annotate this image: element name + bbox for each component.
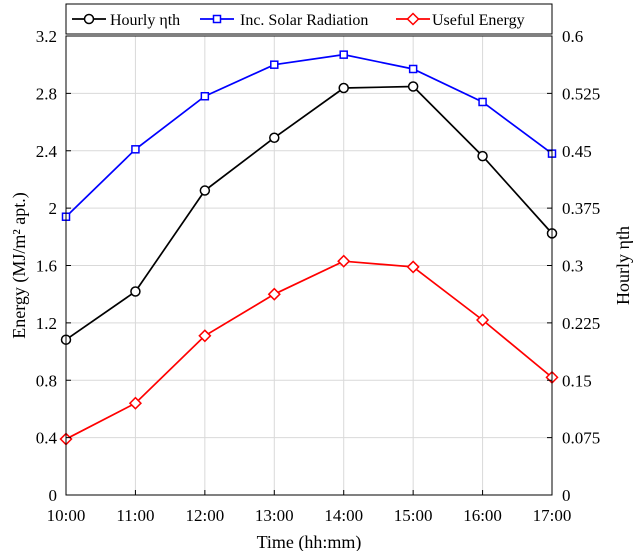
legend: Hourly ηth Inc. Solar Radiation Useful Ene… — [65, 3, 553, 35]
legend-entry-1: Inc. Solar Radiation — [200, 12, 368, 29]
x-tick-label: 14:00 — [324, 506, 363, 525]
x-axis-ticks: 10:00 11:00 12:00 13:00 14:00 15:00 16:00 17:00 — [47, 490, 572, 525]
left-tick-label: 2.4 — [36, 142, 58, 161]
data-point-diamond — [406, 260, 420, 274]
x-tick-label: 12:00 — [185, 506, 224, 525]
right-tick-label: 0.15 — [562, 371, 592, 390]
data-point-square — [339, 50, 348, 59]
legend-entry-0: Hourly ηth — [72, 12, 180, 29]
legend-label: Hourly ηth — [110, 12, 180, 29]
series-line — [65, 260, 553, 440]
left-tick-label: 1.6 — [36, 257, 57, 276]
x-tick-label: 15:00 — [394, 506, 433, 525]
left-tick-label: 3.2 — [36, 27, 57, 46]
data-point-circle — [477, 150, 488, 162]
data-point-circle — [83, 13, 95, 25]
right-axis-ticks: 0 0.075 0.15 0.225 0.3 0.375 0.45 0.525 0.6 — [547, 27, 600, 505]
right-tick-label: 0.375 — [562, 199, 600, 218]
series-line — [65, 85, 553, 341]
data-point-diamond — [128, 396, 142, 410]
x-tick-label: 16:00 — [463, 506, 502, 525]
left-tick-label: 0.8 — [36, 371, 57, 390]
series-line — [65, 53, 553, 218]
data-point-diamond — [267, 287, 281, 301]
right-tick-label: 0 — [562, 486, 571, 505]
right-tick-label: 0.075 — [562, 429, 600, 448]
x-axis-title: Time (hh:mm) — [257, 532, 362, 551]
right-y-axis-title: Hourly ηth — [613, 226, 633, 305]
left-y-axis-title: Energy (MJ/m² apt.) — [9, 192, 30, 339]
right-tick-label: 0.525 — [562, 84, 600, 103]
data-point-circle — [269, 132, 280, 143]
right-tick-label: 0.45 — [562, 142, 592, 161]
data-point-diamond — [406, 12, 420, 26]
data-point-square — [212, 14, 222, 24]
data-point-circle — [407, 81, 419, 92]
data-point-square — [200, 91, 210, 101]
right-tick-label: 0.3 — [562, 257, 583, 276]
x-tick-label: 13:00 — [255, 506, 294, 525]
left-tick-label: 1.2 — [36, 314, 57, 333]
data-point-diamond — [476, 313, 490, 327]
series-2 — [59, 254, 559, 446]
left-tick-label: 2.8 — [36, 84, 57, 103]
legend-box — [65, 3, 553, 35]
data-point-circle — [130, 286, 141, 297]
right-tick-label: 0.6 — [562, 27, 583, 46]
series-layer — [59, 50, 559, 446]
x-tick-label: 10:00 — [47, 506, 86, 525]
left-tick-label: 2 — [49, 199, 58, 218]
series-1 — [61, 50, 557, 221]
data-point-circle — [338, 82, 349, 94]
data-point-circle — [199, 185, 211, 196]
data-point-square — [478, 97, 487, 107]
x-tick-label: 11:00 — [116, 506, 154, 525]
legend-entry-2: Useful Energy — [396, 12, 525, 29]
legend-label: Inc. Solar Radiation — [240, 12, 368, 29]
x-tick-label: 17:00 — [533, 506, 572, 525]
left-tick-label: 0.4 — [36, 429, 58, 448]
left-axis-ticks: 0 0.4 0.8 1.2 1.6 2 2.4 2.8 3.2 — [36, 27, 71, 505]
data-point-diamond — [337, 254, 351, 268]
grid-lines — [66, 36, 552, 495]
data-point-square — [131, 145, 140, 154]
right-tick-label: 0.225 — [562, 314, 600, 333]
legend-label: Useful Energy — [432, 12, 525, 29]
data-point-square — [270, 60, 279, 69]
data-point-square — [408, 64, 418, 74]
left-tick-label: 0 — [49, 486, 58, 505]
data-point-diamond — [198, 329, 212, 343]
